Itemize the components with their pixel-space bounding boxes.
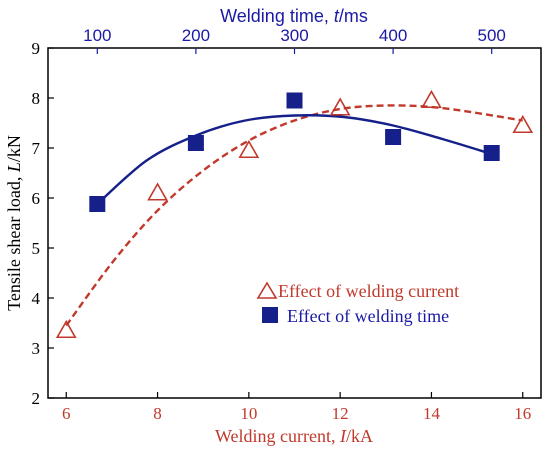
left-tick-label: 3 <box>32 339 41 358</box>
bottom-tick-label: 8 <box>153 404 162 423</box>
data-markers <box>55 89 534 339</box>
top-tick-label: 400 <box>379 26 407 45</box>
left-tick-label: 4 <box>32 289 41 308</box>
current-data-point <box>421 89 442 109</box>
legend-triangle-icon <box>256 281 278 299</box>
legend: Effect of welding current Effect of weld… <box>256 281 459 326</box>
current-data-point <box>512 114 534 134</box>
time-data-point <box>385 129 402 145</box>
bottom-tick-label: 10 <box>240 404 257 423</box>
left-tick-label: 2 <box>32 389 41 408</box>
time-data-point <box>89 196 106 212</box>
time-data-point <box>286 92 303 109</box>
top-axis-title: Welding time, t/ms <box>220 6 368 26</box>
time-data-point <box>187 135 204 151</box>
time-data-point <box>483 145 500 161</box>
time-fit-curve <box>96 114 493 205</box>
left-tick-label: 7 <box>32 139 41 158</box>
bottom-tick-label: 12 <box>332 404 349 423</box>
bottom-axis-ticks: 6 8 10 12 14 16 <box>62 392 531 423</box>
left-tick-label: 9 <box>32 39 41 58</box>
legend-entry-current: Effect of welding current <box>256 281 459 301</box>
bottom-tick-label: 16 <box>514 404 531 423</box>
left-tick-label: 8 <box>32 89 41 108</box>
top-tick-label: 100 <box>83 26 111 45</box>
top-tick-label: 500 <box>478 26 506 45</box>
current-data-point <box>329 97 351 116</box>
bottom-tick-label: 14 <box>423 404 441 423</box>
current-data-point <box>147 182 168 201</box>
top-tick-label: 200 <box>182 26 210 45</box>
bottom-axis-title: Welding current, I/kA <box>215 426 373 446</box>
left-axis-ticks: 2 3 4 5 6 7 8 9 <box>32 39 54 408</box>
legend-entry-time: Effect of welding time <box>262 306 449 326</box>
top-axis-ticks: 100 200 300 400 500 <box>83 26 506 54</box>
legend-label-time: Effect of welding time <box>287 306 449 326</box>
left-tick-label: 6 <box>32 189 41 208</box>
left-axis-title: Tensile shear load, L/kN <box>4 135 24 311</box>
bottom-tick-label: 6 <box>62 404 71 423</box>
legend-square-icon <box>262 307 278 323</box>
current-data-point <box>238 139 260 159</box>
fit-curves <box>65 104 523 327</box>
current-data-point <box>55 319 77 339</box>
legend-label-current: Effect of welding current <box>278 281 459 301</box>
left-tick-label: 5 <box>32 239 41 258</box>
current-fit-curve <box>65 104 523 327</box>
top-tick-label: 300 <box>280 26 308 45</box>
